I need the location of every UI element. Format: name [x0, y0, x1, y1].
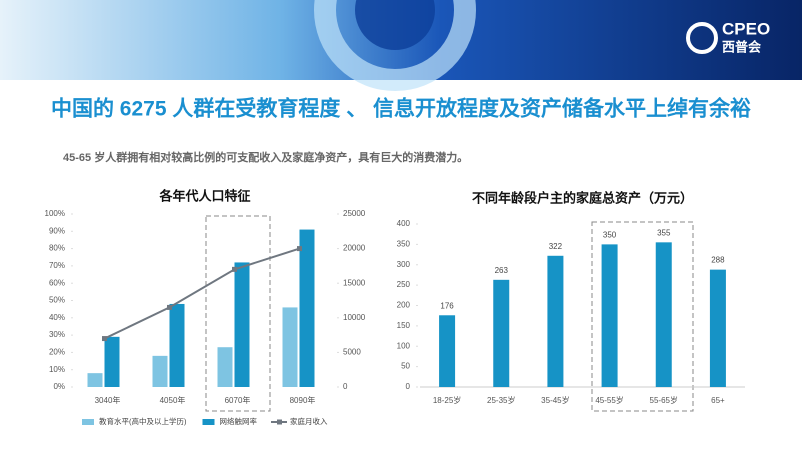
bar: [493, 279, 510, 387]
y-tick-label: 10%: [49, 365, 65, 374]
y-tick-label: 100%: [45, 209, 65, 218]
banner-ring: [314, 0, 476, 91]
bar: [152, 355, 168, 387]
y-tick-label: 60%: [49, 278, 65, 287]
logo-text: CPEO: [722, 19, 770, 38]
x-tick-label: 25-35岁: [487, 395, 515, 405]
data-label: 350: [603, 230, 617, 239]
bar: [547, 255, 564, 387]
y-tick-label: 100: [397, 341, 411, 350]
line-marker: [102, 336, 107, 342]
x-tick-label: 35-45岁: [541, 395, 569, 405]
bar: [709, 269, 726, 387]
y-tick-label: 50%: [49, 296, 65, 305]
bar: [234, 262, 250, 387]
bar: [217, 347, 233, 387]
y-tick-label: 20%: [49, 348, 65, 357]
y-tick-label: 150: [397, 321, 411, 330]
x-tick-label: 6070年: [225, 395, 251, 405]
logo-sub: 西普会: [722, 39, 762, 54]
legend-label: 家庭月收入: [290, 416, 328, 426]
y2-tick-label: 0: [343, 382, 348, 391]
line-marker: [297, 246, 302, 252]
y-tick-label: 0%: [53, 382, 65, 391]
y-tick-label: 30%: [49, 330, 65, 339]
y-tick-label: 350: [397, 239, 411, 248]
y-tick-label: 0: [406, 382, 411, 391]
x-tick-label: 18-25岁: [433, 395, 461, 405]
x-tick-label: 3040年: [95, 395, 121, 405]
bar: [104, 336, 120, 387]
x-tick-label: 4050年: [160, 395, 186, 405]
bar: [655, 242, 672, 387]
y2-tick-label: 10000: [343, 313, 366, 322]
legend-label: 教育水平(高中及以上学历): [99, 416, 187, 426]
y-tick-label: 70%: [49, 261, 65, 270]
bar: [439, 315, 456, 387]
x-tick-label: 45-55岁: [595, 395, 623, 405]
slide-subtitle: 45-65 岁人群拥有相对较高比例的可支配收入及家庭净资产，具有巨大的消费潜力。: [63, 150, 468, 164]
logo-icon: [686, 22, 718, 54]
legend-swatch: [277, 419, 282, 425]
highlight-box: [205, 215, 271, 412]
line-marker: [232, 266, 237, 272]
legend-swatch: [202, 419, 215, 425]
y-tick-label: 40%: [49, 313, 65, 322]
highlight-box: [591, 221, 694, 412]
bar: [282, 307, 298, 387]
chart-title: 各年代人口特征: [158, 188, 250, 203]
y-tick-label: 90%: [49, 226, 65, 235]
x-tick-label: 8090年: [290, 395, 316, 405]
x-tick-label: 55-65岁: [650, 395, 678, 405]
data-label: 288: [711, 256, 725, 265]
y2-tick-label: 20000: [343, 244, 366, 253]
legend-swatch: [82, 419, 94, 425]
x-tick-label: 65+: [711, 396, 725, 405]
data-label: 176: [440, 301, 454, 310]
legend-label: 网络触网率: [220, 416, 258, 426]
bar: [87, 373, 103, 387]
y-tick-label: 300: [397, 260, 411, 269]
bar: [299, 229, 315, 387]
slide-title: 中国的 6275 人群在受教育程度 、 信息开放程度及资产储备水平上绰有余裕: [51, 97, 751, 121]
y2-tick-label: 15000: [343, 278, 366, 287]
y-tick-label: 250: [397, 280, 411, 289]
data-label: 263: [495, 266, 509, 275]
y-tick-label: 200: [397, 301, 411, 310]
y-tick-label: 50: [401, 362, 410, 371]
bar: [169, 303, 185, 387]
data-label: 355: [657, 228, 671, 237]
bar: [601, 244, 618, 387]
y-tick-label: 400: [397, 219, 411, 228]
banner-ring: [355, 0, 435, 50]
line-series: [104, 247, 300, 340]
line-marker: [167, 304, 172, 310]
y2-tick-label: 5000: [343, 348, 361, 357]
data-label: 322: [549, 242, 563, 251]
y-tick-label: 80%: [49, 244, 65, 253]
chart-title: 不同年龄段户主的家庭总资产（万元）: [472, 190, 693, 205]
y2-tick-label: 25000: [343, 209, 366, 218]
